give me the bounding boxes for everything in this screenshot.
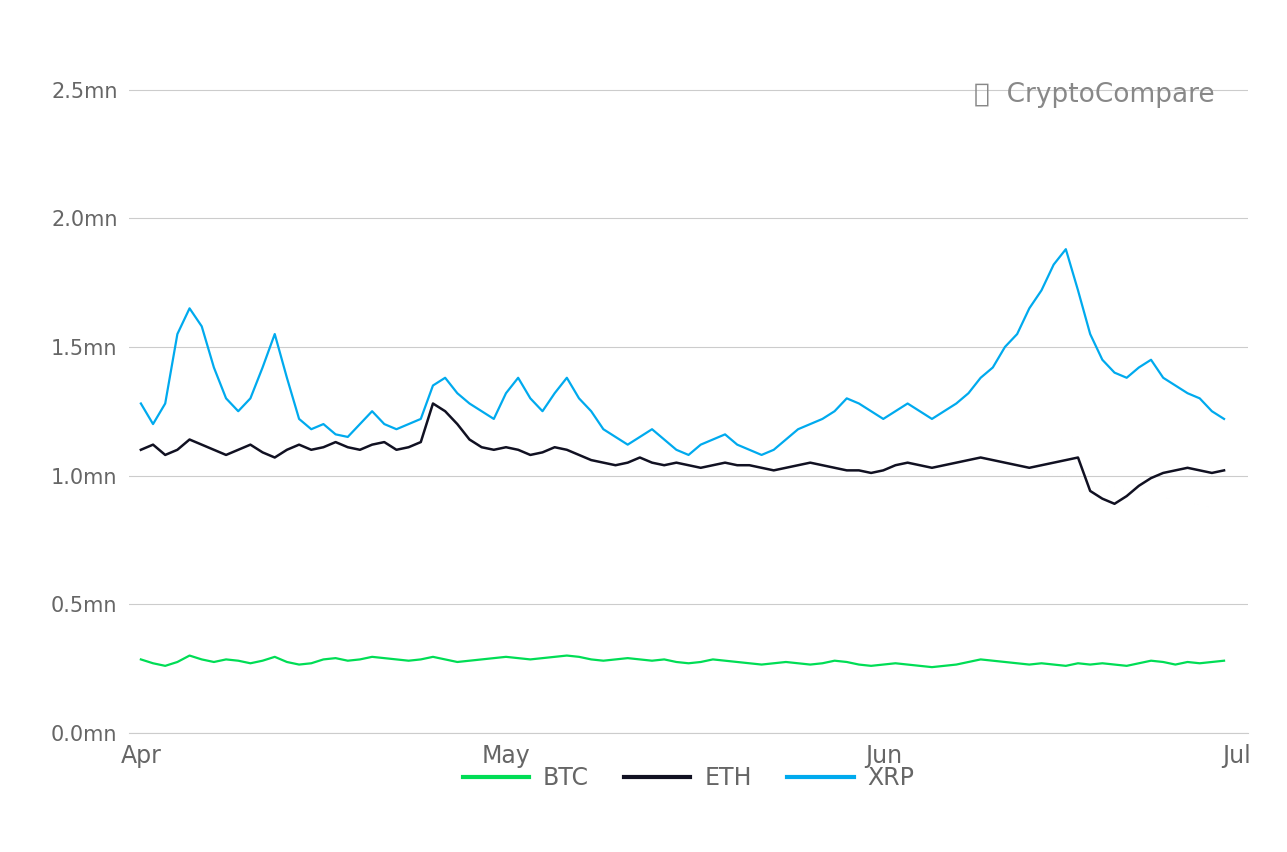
Text: Ⓒ  CryptoCompare: Ⓒ CryptoCompare [974,82,1215,108]
Text: Daily Transaction Count: Daily Transaction Count [327,18,960,63]
Legend: BTC, ETH, XRP: BTC, ETH, XRP [453,757,924,799]
